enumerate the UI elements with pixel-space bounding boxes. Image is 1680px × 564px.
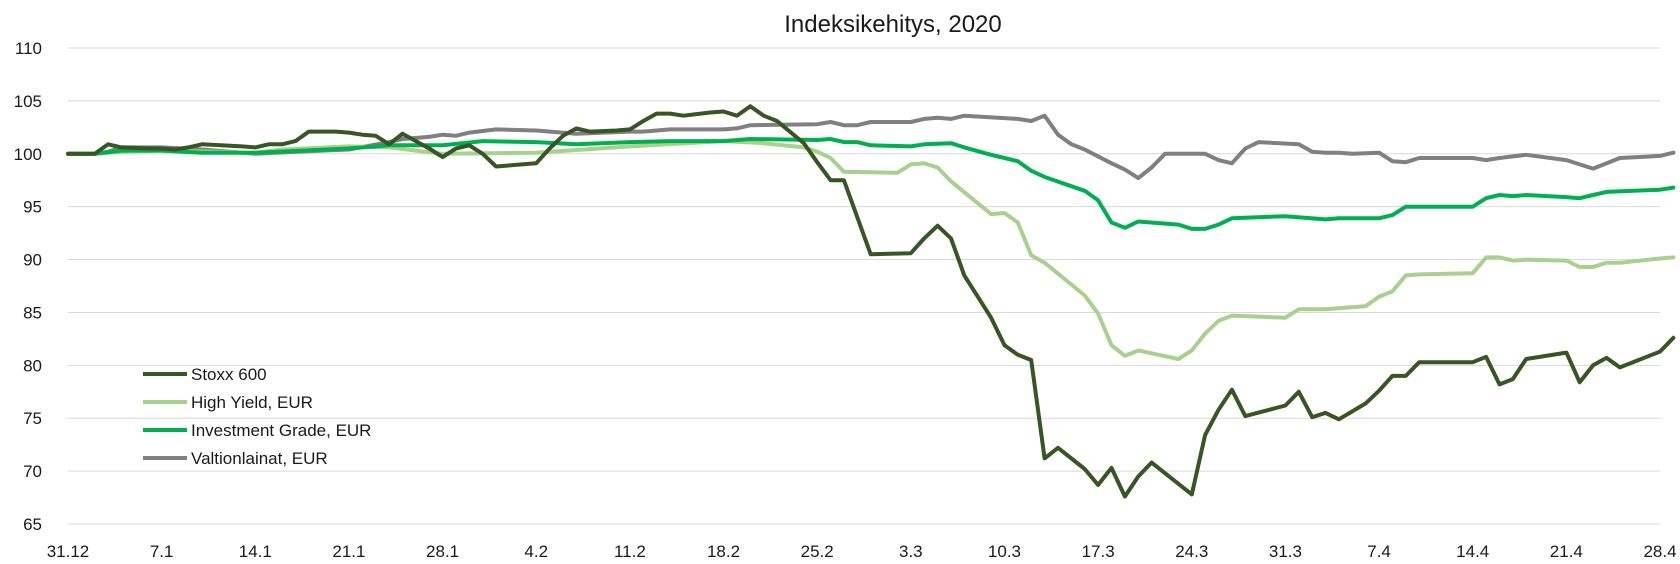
x-tick-label-14.4: 14.4 [1456,542,1489,561]
x-tick-label-18.2: 18.2 [707,542,740,561]
x-axis-tick-labels: 31.12 7.1 14.1 21.1 28.1 4.2 11.2 18.2 25.2 3.3 10… [47,542,1677,561]
legend-label-investment-grade-eur: Investment Grade, EUR [191,421,371,440]
y-tick-label-90: 90 [23,251,42,270]
y-tick-label-65: 65 [23,515,42,534]
y-tick-label-110: 110 [15,39,42,58]
y-tick-label-75: 75 [23,409,42,428]
x-tick-label-3.3: 3.3 [899,542,923,561]
legend-label-valtionlainat-eur: Valtionlainat, EUR [191,449,328,468]
y-tick-label-80: 80 [23,356,42,375]
gridlines [68,47,1660,525]
x-tick-label-24.3: 24.3 [1175,542,1208,561]
series-line-high-yield-eur [66,139,1676,361]
x-tick-label-17.3: 17.3 [1082,542,1115,561]
legend-label-high-yield-eur: High Yield, EUR [191,393,313,412]
x-tick-label-21.1: 21.1 [332,542,365,561]
x-tick-label-28.4: 28.4 [1643,542,1676,561]
y-tick-label-105: 105 [14,92,42,111]
x-tick-label-25.2: 25.2 [801,542,834,561]
x-tick-label-7.4: 7.4 [1367,542,1391,561]
x-tick-label-31.3: 31.3 [1269,542,1302,561]
x-tick-label-10.3: 10.3 [988,542,1021,561]
legend: Stoxx 600 High Yield, EUR Investment Grade… [143,365,371,468]
x-tick-label-28.1: 28.1 [426,542,459,561]
chart-title: Indeksikehitys, 2020 [784,11,1001,38]
y-tick-label-95: 95 [23,198,42,217]
x-tick-label-4.2: 4.2 [524,542,548,561]
y-tick-label-85: 85 [23,303,42,322]
series-line-stoxx-600 [66,104,1676,499]
legend-label-stoxx-600: Stoxx 600 [191,365,267,384]
series-lines [66,104,1676,499]
x-tick-label-14.1: 14.1 [239,542,272,561]
x-tick-label-31.12: 31.12 [47,542,90,561]
y-tick-label-100: 100 [14,145,42,164]
x-tick-label-21.4: 21.4 [1550,542,1583,561]
y-tick-label-70: 70 [23,462,42,481]
x-tick-label-7.1: 7.1 [150,542,174,561]
y-axis-tick-labels: 65 70 75 80 85 90 95 100 105 110 [14,39,42,534]
series-line-investment-grade-eur [66,137,1676,231]
x-tick-label-11.2: 11.2 [614,542,646,561]
series-line-valtionlainat-eur [66,113,1676,181]
